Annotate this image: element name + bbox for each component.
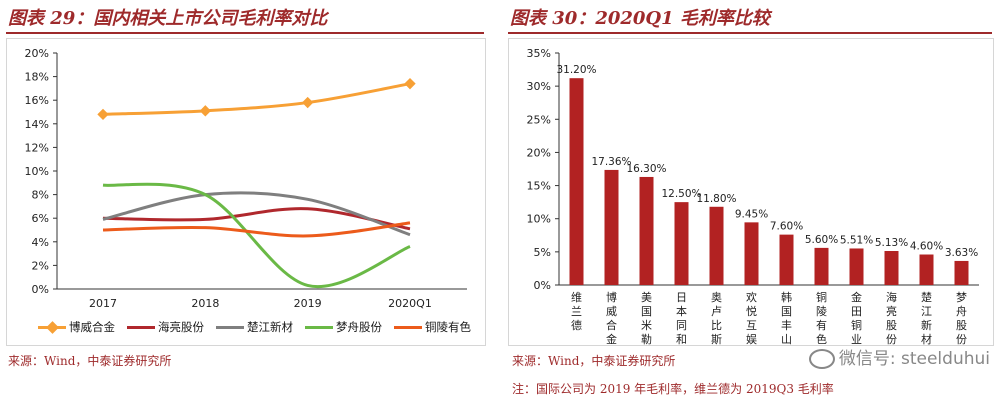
right-chart-frame: 0% 5% 10% 15% 20% 25% 30% 35% 31.20% 维兰德 17.36% 博威合…: [508, 38, 994, 346]
y-tick-label: 14%: [25, 118, 49, 131]
y-tick-label: 20%: [25, 47, 49, 60]
bar: [674, 202, 689, 285]
line-chart: 0% 2% 4% 6% 8% 10% 12% 14% 16% 18% 20% 2017 2018 2019…: [25, 47, 467, 310]
legend-label: 梦舟股份: [336, 320, 382, 334]
series-marker: [404, 78, 416, 90]
y-tick-label: 10%: [25, 165, 49, 178]
x-tick-label: 奥卢比斯: [711, 290, 722, 345]
bar: [884, 250, 899, 285]
legend-item: 博威合金: [38, 319, 115, 335]
wechat-icon: [808, 349, 835, 369]
series-line-5: [102, 221, 411, 238]
legend-label: 楚江新材: [247, 320, 293, 334]
wechat-watermark: 微信号: steelduhui: [808, 344, 990, 369]
bar-data-label: 3.63%: [945, 247, 978, 259]
legend-swatch: [127, 325, 155, 329]
x-tick-label: 欢悦互娱: [746, 290, 757, 345]
watermark-text: 微信号: steelduhui: [838, 349, 990, 369]
series-marker: [302, 96, 314, 109]
x-tick-label: 美国米勒: [641, 291, 652, 345]
series-line-3: [102, 191, 411, 237]
x-tick-label: 2017: [89, 297, 117, 310]
series-line-2: [102, 207, 411, 231]
bar: [814, 247, 829, 285]
x-tick-label: 博威合金: [606, 291, 617, 345]
bar-data-label: 9.45%: [735, 208, 768, 220]
x-tick-label: 楚江新材: [921, 290, 932, 345]
legend-swatch: [394, 325, 422, 329]
bar-data-label: 5.13%: [875, 237, 908, 249]
series-marker: [97, 108, 109, 121]
bar: [849, 248, 864, 285]
bar-data-label: 16.30%: [626, 163, 666, 175]
legend-swatch: [216, 325, 244, 329]
right-note: 注：国际公司为 2019 年毛利率，维兰德为 2019Q3 毛利率: [512, 382, 834, 396]
bar: [604, 169, 619, 285]
bar-data-label: 17.36%: [591, 156, 631, 168]
left-source: 来源：Wind，中泰证券研究所: [8, 354, 172, 368]
y-tick-label: 20%: [527, 146, 551, 159]
y-tick-label: 16%: [25, 94, 49, 107]
left-panel-title: 图表 29：国内相关上市公司毛利率对比: [8, 8, 328, 29]
bar-data-label: 5.60%: [805, 234, 838, 246]
bar: [639, 176, 654, 285]
bar: [744, 222, 759, 285]
bar: [919, 254, 934, 285]
y-tick-label: 30%: [527, 80, 551, 93]
bar-data-label: 5.51%: [840, 234, 873, 246]
legend-marker: [46, 320, 59, 334]
legend-item: 铜陵有色: [394, 319, 471, 335]
x-tick-label: 梦舟股份: [956, 291, 967, 345]
right-panel-title: 图表 30：2020Q1 毛利率比较: [510, 8, 770, 29]
y-tick-label: 5%: [534, 246, 551, 259]
line-chart-legend: 博威合金 海亮股份 楚江新材 梦舟股份 铜陵有色: [38, 319, 471, 335]
bar-data-label: 4.60%: [910, 241, 943, 253]
x-tick-label: 铜陵有色: [816, 290, 827, 345]
left-title-rule: [6, 32, 484, 34]
x-tick-label: 日本同和: [676, 291, 687, 345]
y-tick-label: 0%: [534, 279, 551, 292]
bar: [569, 78, 584, 285]
x-tick-label: 韩国丰山: [781, 290, 792, 345]
y-tick-label: 8%: [32, 189, 49, 202]
legend-label: 海亮股份: [158, 320, 204, 334]
bar: [779, 234, 794, 285]
y-tick-label: 15%: [527, 180, 551, 193]
series-line-4: [102, 182, 411, 289]
legend-item: 海亮股份: [127, 319, 204, 335]
y-tick-label: 18%: [25, 71, 49, 84]
legend-swatch: [305, 325, 333, 329]
bar-data-label: 12.50%: [661, 188, 701, 200]
y-tick-label: 2%: [32, 259, 49, 272]
y-tick-label: 35%: [527, 47, 551, 60]
left-chart-frame: 0% 2% 4% 6% 8% 10% 12% 14% 16% 18% 20% 2017 2018 2019…: [6, 38, 486, 346]
bar: [709, 206, 724, 285]
legend-label: 铜陵有色: [425, 320, 471, 334]
legend-label: 博威合金: [69, 320, 115, 334]
y-tick-label: 0%: [32, 283, 49, 296]
x-tick-label: 金田铜业: [851, 290, 862, 345]
y-tick-label: 12%: [25, 141, 49, 154]
series-line-1: [102, 82, 411, 116]
bar: [954, 260, 969, 285]
bar-data-label: 7.60%: [770, 221, 803, 233]
x-tick-label: 2018: [191, 297, 219, 310]
x-tick-label: 维兰德: [571, 291, 582, 332]
y-tick-label: 10%: [527, 213, 551, 226]
legend-item: 梦舟股份: [305, 319, 382, 335]
bar-chart: 0% 5% 10% 15% 20% 25% 30% 35% 31.20% 维兰德 17.36% 博威合…: [527, 47, 979, 346]
y-tick-label: 6%: [32, 212, 49, 225]
bar-data-label: 31.20%: [556, 64, 596, 76]
x-tick-label: 2019: [294, 297, 322, 310]
y-tick-label: 4%: [32, 236, 49, 249]
right-source: 来源：Wind，中泰证券研究所: [512, 354, 676, 368]
legend-item: 楚江新材: [216, 319, 293, 335]
x-tick-label: 2020Q1: [388, 297, 432, 310]
bar-data-label: 11.80%: [696, 193, 736, 205]
y-tick-label: 25%: [527, 113, 551, 126]
right-title-rule: [508, 32, 992, 34]
legend-swatch: [38, 320, 66, 334]
series-marker: [199, 105, 211, 117]
x-tick-label: 海亮股份: [886, 290, 897, 345]
